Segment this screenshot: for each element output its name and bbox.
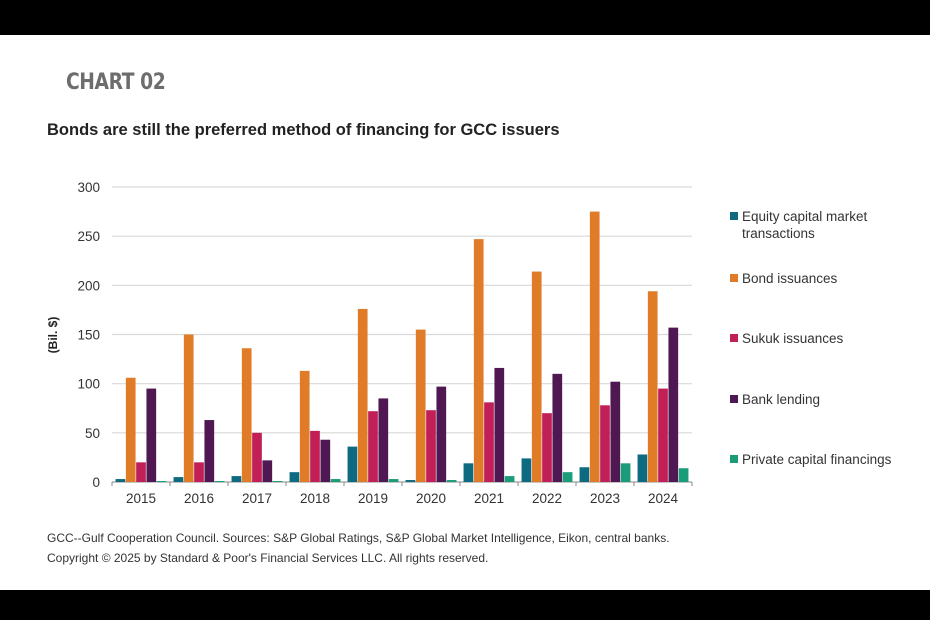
legend-label: Private capital financings	[742, 452, 892, 467]
bar-2024-3	[668, 327, 679, 482]
x-tick-label: 2022	[532, 491, 562, 506]
bar-2017-3	[262, 460, 273, 482]
bar-2018-1	[299, 370, 310, 482]
legend-swatch	[730, 212, 738, 220]
bar-2018-3	[320, 439, 331, 482]
legend-item: Bond issuances	[730, 270, 920, 287]
bar-2023-0	[579, 467, 590, 482]
bar-2017-2	[252, 432, 262, 482]
bar-2023-1	[589, 211, 600, 483]
y-tick-label: 250	[77, 229, 100, 244]
bar-2020-2	[426, 410, 436, 482]
footnote-copyright: Copyright © 2025 by Standard & Poor's Fi…	[47, 551, 489, 565]
bar-2022-1	[531, 271, 542, 482]
bar-2024-2	[658, 388, 668, 482]
chart-title: Bonds are still the preferred method of …	[47, 121, 560, 139]
legend-item: Private capital financings	[730, 451, 920, 468]
bar-2015-1	[125, 377, 136, 482]
x-tick-label: 2020	[416, 491, 446, 506]
bar-2021-0	[463, 463, 474, 482]
footnote-sources: GCC--Gulf Cooperation Council. Sources: …	[47, 531, 670, 545]
bar-2016-0	[173, 477, 184, 482]
bar-2019-4	[388, 479, 399, 482]
x-tick-label: 2015	[126, 491, 156, 506]
bar-2022-0	[521, 458, 532, 482]
legend-label: Bank lending	[742, 392, 821, 407]
x-tick-label: 2024	[648, 491, 679, 506]
chart-label: CHART 02	[66, 70, 166, 95]
bar-2024-1	[647, 291, 658, 482]
bar-2015-0	[115, 479, 126, 482]
y-tick-label: 100	[77, 377, 100, 392]
bar-2024-4	[678, 468, 689, 482]
bar-2019-0	[347, 446, 358, 482]
y-axis-label: (Bil. $)	[46, 317, 60, 354]
chart-page: CHART 02 Bonds are still the preferred m…	[0, 35, 930, 590]
y-tick-label: 300	[77, 180, 100, 195]
legend-swatch	[730, 395, 738, 403]
bar-2021-2	[484, 402, 494, 482]
x-tick-label: 2018	[300, 491, 330, 506]
legend-swatch	[730, 334, 738, 342]
legend-item: Bank lending	[730, 391, 920, 408]
bar-2022-4	[562, 472, 573, 482]
bar-2021-4	[504, 476, 515, 482]
bar-2020-4	[446, 480, 457, 482]
bar-2023-3	[610, 381, 621, 482]
bar-2016-4	[214, 481, 225, 483]
x-tick-label: 2016	[184, 491, 214, 506]
bar-2021-3	[494, 367, 505, 482]
bar-2023-4	[620, 463, 631, 482]
bar-2022-3	[552, 373, 563, 482]
legend-label: Equity capital market transactions	[742, 209, 868, 241]
x-tick-label: 2023	[590, 491, 620, 506]
y-tick-label: 50	[85, 426, 100, 441]
bar-2022-2	[542, 413, 552, 482]
bar-2020-1	[415, 329, 426, 482]
x-tick-label: 2021	[474, 491, 504, 506]
bar-2020-3	[436, 386, 447, 482]
bar-2017-4	[272, 481, 283, 483]
x-tick-label: 2019	[358, 491, 388, 506]
bar-2024-0	[637, 454, 648, 482]
legend-item: Sukuk issuances	[730, 330, 920, 347]
x-tick-label: 2017	[242, 491, 272, 506]
legend-swatch	[730, 455, 738, 463]
bar-2019-2	[368, 411, 378, 482]
bar-2018-0	[289, 472, 300, 482]
bar-2016-3	[204, 420, 215, 482]
bar-2016-2	[194, 462, 204, 482]
bar-2015-2	[136, 462, 146, 482]
y-tick-label: 150	[77, 328, 100, 343]
bar-2020-0	[405, 480, 416, 482]
bar-2023-2	[600, 405, 610, 482]
legend-label: Sukuk issuances	[742, 331, 844, 346]
y-tick-label: 200	[77, 278, 100, 293]
bar-2015-4	[156, 481, 167, 483]
bar-2018-2	[310, 430, 320, 482]
bar-2018-4	[330, 479, 341, 482]
bar-2021-1	[473, 239, 484, 482]
legend-item: Equity capital market transactions	[730, 208, 920, 242]
bar-2017-0	[231, 476, 242, 482]
bar-2016-1	[183, 334, 194, 482]
bar-2015-3	[146, 388, 157, 482]
legend-label: Bond issuances	[742, 271, 838, 286]
bar-2019-1	[357, 308, 368, 482]
y-tick-label: 0	[92, 475, 100, 490]
bar-2017-1	[241, 348, 252, 482]
legend-swatch	[730, 274, 738, 282]
bar-2019-3	[378, 398, 389, 482]
